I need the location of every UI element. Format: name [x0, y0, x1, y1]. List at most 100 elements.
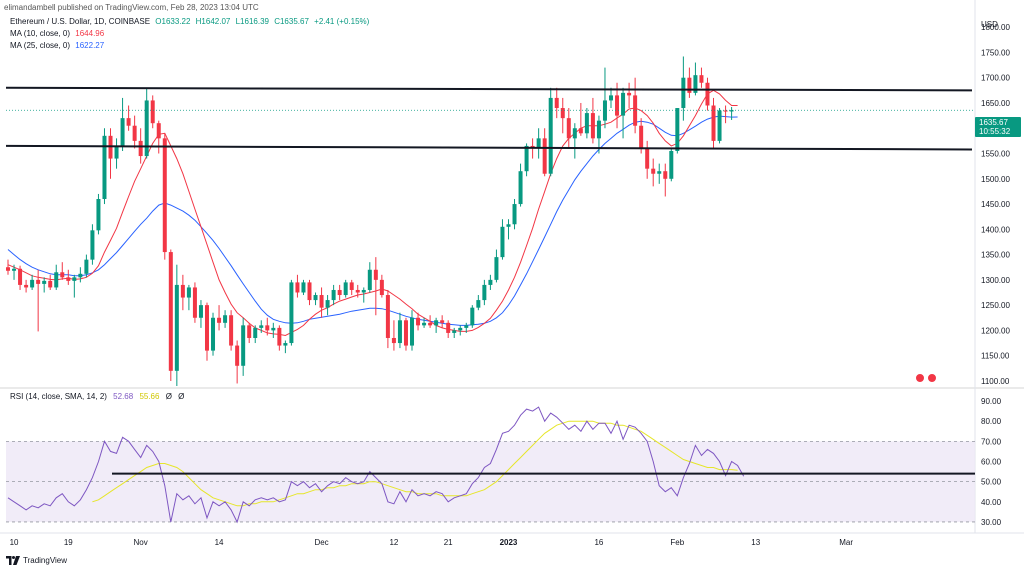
- rsi-value: 52.68: [113, 392, 134, 401]
- candle-body: [241, 325, 246, 366]
- candle-body: [192, 287, 197, 318]
- candle-body: [295, 282, 300, 293]
- time-tick-label: 12: [389, 538, 398, 547]
- rsi-tick-label: 40.00: [981, 498, 1002, 507]
- rsi-line: [7, 406, 745, 524]
- candle-body: [717, 110, 722, 141]
- price-tick-label: 1200.00: [981, 326, 1010, 335]
- footer-brand[interactable]: TradingView: [6, 556, 67, 565]
- candle-body: [572, 128, 577, 139]
- price-tick-label: 1700.00: [981, 74, 1010, 83]
- time-tick-label: 2023: [500, 538, 518, 547]
- time-tick-label: Nov: [134, 538, 148, 547]
- candle-body: [506, 224, 511, 227]
- time-tick-label: 10: [10, 538, 19, 547]
- candle-body: [645, 148, 650, 169]
- candle-body: [66, 277, 71, 281]
- candle-body: [723, 110, 728, 112]
- candle-body: [162, 138, 167, 253]
- candle-body: [367, 269, 372, 290]
- candle-body: [144, 100, 149, 157]
- time-tick-label: Mar: [839, 538, 853, 547]
- candle-body: [464, 325, 469, 328]
- candle-body: [174, 284, 179, 371]
- candle-body: [470, 307, 475, 326]
- candle-body: [307, 282, 312, 301]
- candle-body: [180, 284, 185, 298]
- candle-body: [578, 128, 583, 134]
- candle-body: [90, 230, 95, 260]
- candle-body: [84, 259, 89, 274]
- price-tick-label: 1100.00: [981, 377, 1010, 386]
- candle-body: [301, 282, 306, 293]
- candle-body: [138, 140, 143, 157]
- candle-body: [229, 315, 234, 346]
- low-value: L1616.39: [235, 17, 269, 26]
- candle-body: [319, 295, 324, 308]
- candle-body: [428, 322, 433, 326]
- candle-body: [500, 226, 505, 258]
- last-price-badge: 1635.67 10:55:32: [975, 117, 1021, 137]
- price-tick-label: 1800.00: [981, 23, 1010, 32]
- event-flag-icon[interactable]: [915, 373, 925, 383]
- candle-body: [633, 95, 638, 126]
- candle-body: [669, 150, 674, 179]
- candle-body: [204, 305, 209, 351]
- candle-body: [397, 320, 402, 344]
- candle-body: [446, 322, 451, 333]
- candle-body: [554, 97, 559, 109]
- candle-body: [289, 282, 294, 344]
- candle-body: [729, 110, 734, 112]
- candle-body: [60, 272, 65, 278]
- event-flag-icon[interactable]: [927, 373, 937, 383]
- ma25-label: MA (25, close, 0): [10, 41, 71, 50]
- candle-body: [699, 75, 704, 83]
- candle-body: [102, 135, 107, 199]
- candle-body: [548, 97, 553, 174]
- candle-body: [36, 279, 41, 284]
- candle-body: [337, 289, 342, 296]
- candle-body: [30, 279, 35, 288]
- rsi-label: RSI (14, close, SMA, 14, 2): [10, 392, 107, 401]
- candle-body: [476, 300, 481, 308]
- candle-body: [416, 317, 421, 326]
- rsi-tick-label: 90.00: [981, 397, 1002, 406]
- candle-body: [494, 257, 499, 280]
- rsi-extra-1: Ø: [165, 392, 172, 401]
- candle-body: [512, 204, 517, 225]
- candle-body: [12, 268, 17, 271]
- candle-body: [72, 277, 77, 281]
- bar-countdown: 10:55:32: [979, 127, 1011, 136]
- time-tick-label: 14: [215, 538, 224, 547]
- candle-body: [126, 118, 131, 126]
- candle-body: [373, 269, 378, 280]
- candle-body: [621, 92, 626, 116]
- time-tick-label: 21: [444, 538, 453, 547]
- time-tick-label: 16: [594, 538, 603, 547]
- candle-body: [385, 295, 390, 338]
- rsi-tick-label: 70.00: [981, 437, 1002, 446]
- symbol-label: Ethereum / U.S. Dollar, 1D, COINBASE: [10, 17, 151, 26]
- publish-header: elimandambell published on TradingView.c…: [4, 3, 259, 12]
- candle-body: [536, 138, 541, 149]
- candle-body: [657, 171, 662, 174]
- price-tick-label: 1350.00: [981, 251, 1010, 260]
- candle-body: [488, 279, 493, 285]
- candle-body: [313, 295, 318, 301]
- candle-body: [639, 125, 644, 149]
- rsi-legend: RSI (14, close, SMA, 14, 2) 52.68 55.66 …: [10, 392, 188, 401]
- price-tick-label: 1300.00: [981, 276, 1010, 285]
- time-tick-label: 13: [751, 538, 760, 547]
- candle-body: [609, 95, 613, 101]
- candle-body: [705, 82, 710, 106]
- candle-body: [596, 120, 601, 139]
- rsi-tick-label: 80.00: [981, 417, 1002, 426]
- candle-body: [361, 289, 366, 293]
- rsi-tick-label: 50.00: [981, 478, 1002, 487]
- time-tick-label: Dec: [314, 538, 328, 547]
- candle-body: [6, 267, 10, 271]
- price-tick-label: 1550.00: [981, 150, 1010, 159]
- candle-body: [566, 118, 571, 139]
